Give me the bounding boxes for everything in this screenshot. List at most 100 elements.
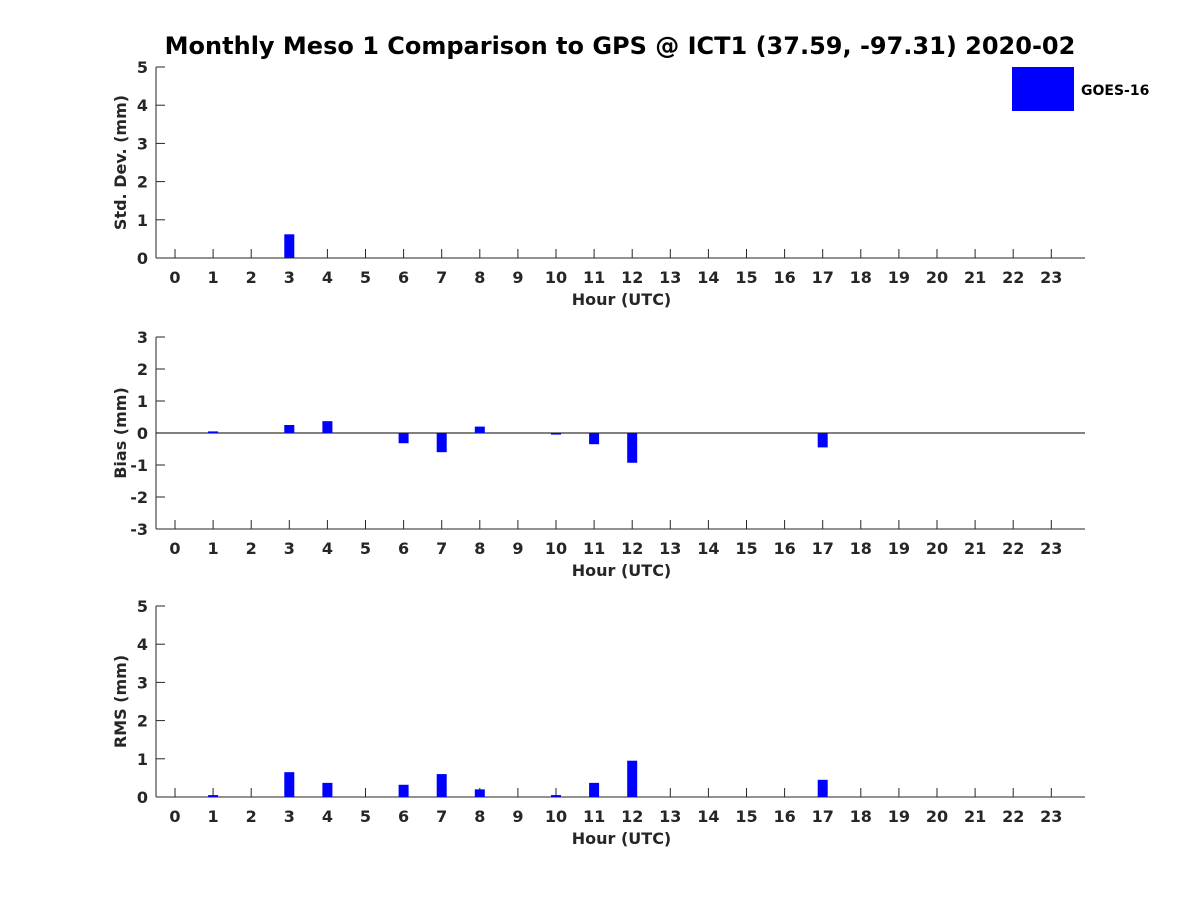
x-tick-label-rms: 5	[360, 807, 371, 826]
x-tick-label-stddev: 6	[398, 268, 409, 287]
x-tick-label-rms: 17	[812, 807, 834, 826]
bar-bias-hour-6	[398, 433, 409, 444]
x-tick-label-stddev: 13	[659, 268, 681, 287]
bar-bias-hour-12	[627, 433, 638, 463]
x-tick-label-bias: 14	[697, 539, 719, 558]
y-tick-label-rms: 0	[137, 788, 148, 807]
x-tick-label-stddev: 22	[1002, 268, 1024, 287]
legend-swatch-goes-16	[1012, 67, 1074, 111]
y-axis-label-bias: Bias (mm)	[111, 387, 130, 479]
x-tick-label-bias: 17	[812, 539, 834, 558]
y-tick-label-bias: -1	[130, 456, 148, 475]
x-tick-label-rms: 10	[545, 807, 567, 826]
chart-title: Monthly Meso 1 Comparison to GPS @ ICT1 …	[165, 32, 1076, 60]
x-tick-label-bias: 22	[1002, 539, 1024, 558]
x-tick-label-rms: 16	[773, 807, 795, 826]
bar-bias-hour-4	[322, 421, 333, 433]
x-tick-label-stddev: 18	[850, 268, 872, 287]
bar-bias-hour-7	[436, 433, 447, 453]
bar-rms-hour-4	[322, 782, 333, 797]
x-tick-label-rms: 23	[1040, 807, 1062, 826]
x-tick-label-stddev: 3	[284, 268, 295, 287]
x-tick-label-rms: 19	[888, 807, 910, 826]
x-tick-label-rms: 2	[246, 807, 257, 826]
x-tick-label-rms: 4	[322, 807, 333, 826]
x-tick-label-stddev: 9	[512, 268, 523, 287]
x-tick-label-rms: 20	[926, 807, 948, 826]
bar-bias-hour-3	[284, 425, 295, 433]
bar-rms-hour-6	[398, 784, 409, 797]
x-tick-label-rms: 11	[583, 807, 605, 826]
bar-stddev-hour-3	[284, 234, 295, 258]
x-axis-label-bias: Hour (UTC)	[572, 561, 672, 580]
y-tick-label-rms: 3	[137, 673, 148, 692]
y-tick-label-stddev: 3	[137, 134, 148, 153]
bar-rms-hour-8	[474, 789, 485, 797]
x-tick-label-stddev: 2	[246, 268, 257, 287]
x-tick-label-stddev: 16	[773, 268, 795, 287]
x-tick-label-bias: 10	[545, 539, 567, 558]
x-tick-label-rms: 12	[621, 807, 643, 826]
y-tick-label-bias: 2	[137, 360, 148, 379]
x-tick-label-stddev: 1	[208, 268, 219, 287]
y-tick-label-rms: 2	[137, 712, 148, 731]
legend-label-goes-16: GOES-16	[1081, 83, 1149, 99]
y-tick-label-stddev: 1	[137, 211, 148, 230]
x-tick-label-stddev: 10	[545, 268, 567, 287]
x-tick-label-rms: 1	[208, 807, 219, 826]
x-tick-label-bias: 1	[208, 539, 219, 558]
y-tick-label-stddev: 4	[137, 96, 148, 115]
bar-rms-hour-1	[208, 795, 219, 797]
x-tick-label-bias: 2	[246, 539, 257, 558]
x-tick-label-bias: 21	[964, 539, 986, 558]
bar-rms-hour-10	[551, 795, 561, 797]
y-axis-label-stddev: Std. Dev. (mm)	[111, 95, 130, 230]
x-tick-label-stddev: 14	[697, 268, 719, 287]
x-tick-label-rms: 6	[398, 807, 409, 826]
x-tick-label-rms: 15	[735, 807, 757, 826]
y-tick-label-stddev: 0	[137, 249, 148, 268]
bar-bias-hour-8	[474, 426, 485, 433]
y-tick-label-bias: 3	[137, 328, 148, 347]
x-tick-label-stddev: 12	[621, 268, 643, 287]
y-tick-label-rms: 5	[137, 597, 148, 616]
bar-rms-hour-11	[589, 782, 600, 797]
y-tick-label-rms: 4	[137, 635, 148, 654]
x-tick-label-stddev: 7	[436, 268, 447, 287]
y-tick-label-rms: 1	[137, 750, 148, 769]
x-tick-label-bias: 19	[888, 539, 910, 558]
y-tick-label-bias: -3	[130, 520, 148, 539]
y-axis-label-rms: RMS (mm)	[111, 655, 130, 748]
x-axis-label-stddev: Hour (UTC)	[572, 290, 672, 309]
bar-bias-hour-10	[551, 433, 561, 435]
x-tick-label-bias: 18	[850, 539, 872, 558]
legend: GOES-16	[1012, 67, 1149, 111]
bar-bias-hour-11	[589, 433, 600, 445]
x-tick-label-rms: 21	[964, 807, 986, 826]
bar-bias-hour-1	[208, 431, 219, 433]
x-tick-label-bias: 12	[621, 539, 643, 558]
x-tick-label-stddev: 5	[360, 268, 371, 287]
x-tick-label-bias: 11	[583, 539, 605, 558]
x-tick-label-stddev: 4	[322, 268, 333, 287]
x-tick-label-rms: 9	[512, 807, 523, 826]
x-tick-label-bias: 5	[360, 539, 371, 558]
x-tick-label-bias: 20	[926, 539, 948, 558]
x-tick-label-stddev: 11	[583, 268, 605, 287]
x-tick-label-bias: 3	[284, 539, 295, 558]
x-tick-label-stddev: 0	[169, 268, 180, 287]
x-tick-label-rms: 18	[850, 807, 872, 826]
bar-rms-hour-17	[817, 779, 828, 797]
x-tick-label-stddev: 17	[812, 268, 834, 287]
x-tick-label-stddev: 8	[474, 268, 485, 287]
bar-rms-hour-3	[284, 772, 295, 797]
x-tick-label-bias: 16	[773, 539, 795, 558]
x-tick-label-bias: 4	[322, 539, 333, 558]
x-tick-label-rms: 13	[659, 807, 681, 826]
x-tick-label-bias: 9	[512, 539, 523, 558]
x-tick-label-bias: 23	[1040, 539, 1062, 558]
y-tick-label-stddev: 5	[137, 58, 148, 77]
